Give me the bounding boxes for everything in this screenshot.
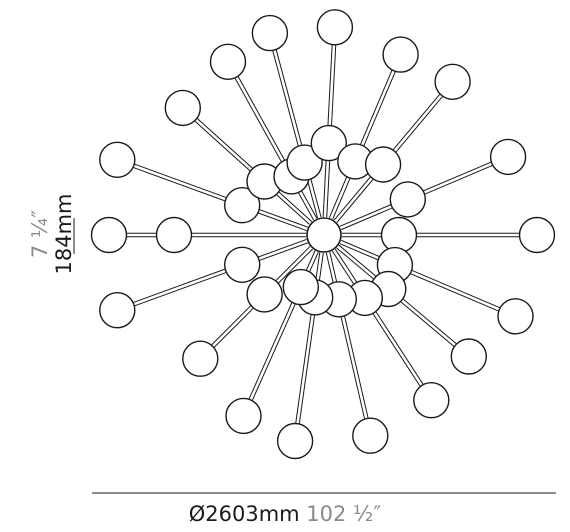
inner-globe (246, 276, 283, 313)
arm-rod (132, 166, 307, 232)
outer-globe (434, 63, 471, 101)
inner-globe (310, 124, 347, 162)
outer-globe (99, 141, 136, 179)
outer-globe (489, 138, 527, 176)
outer-globe (90, 216, 128, 254)
outer-globe (164, 89, 202, 127)
outer-globe (251, 14, 289, 52)
outer-globe (497, 298, 534, 335)
inner-globe (223, 246, 261, 283)
outer-globe (182, 340, 219, 377)
arm-rod (134, 163, 308, 228)
height-imperial: 7 ¼″ (28, 209, 52, 259)
height-metric: 184mm (52, 193, 76, 275)
inner-globe (223, 186, 261, 224)
diameter-imperial: 102 ½″ (306, 502, 382, 526)
outer-globe (316, 9, 354, 46)
globe-shades (90, 9, 556, 460)
arm-rod (272, 50, 319, 219)
arm-rod (331, 250, 421, 387)
outer-globe (413, 382, 450, 419)
outer-globe (352, 417, 389, 454)
arm-rod (132, 238, 307, 304)
arm-rod (275, 49, 322, 218)
inner-globe (389, 181, 426, 218)
arm-rod (234, 77, 315, 221)
inner-globe (380, 216, 418, 254)
outer-globe (450, 338, 487, 375)
arm-rod (341, 239, 501, 309)
central-hub (306, 217, 342, 253)
inner-globe (364, 146, 402, 183)
inner-globe (155, 216, 193, 254)
arm-rod (339, 243, 499, 312)
arm-rod (325, 252, 366, 420)
arm-rod (237, 76, 318, 219)
arm-rod (334, 248, 424, 385)
arm-rod (329, 252, 369, 419)
diameter-label: Ø2603mm 102 ½″ (0, 500, 570, 528)
outer-globe (99, 292, 136, 329)
outer-globe (225, 397, 262, 435)
inner-globe (282, 268, 319, 306)
inner-globe (286, 144, 323, 181)
diameter-metric: Ø2603mm (188, 502, 300, 526)
arm-rod (134, 242, 308, 307)
outer-globe (518, 216, 556, 254)
outer-globe (382, 36, 419, 73)
outer-globe (209, 43, 247, 80)
arm-rod (332, 71, 396, 220)
outer-globe (276, 422, 314, 460)
arm-rod (328, 69, 393, 218)
